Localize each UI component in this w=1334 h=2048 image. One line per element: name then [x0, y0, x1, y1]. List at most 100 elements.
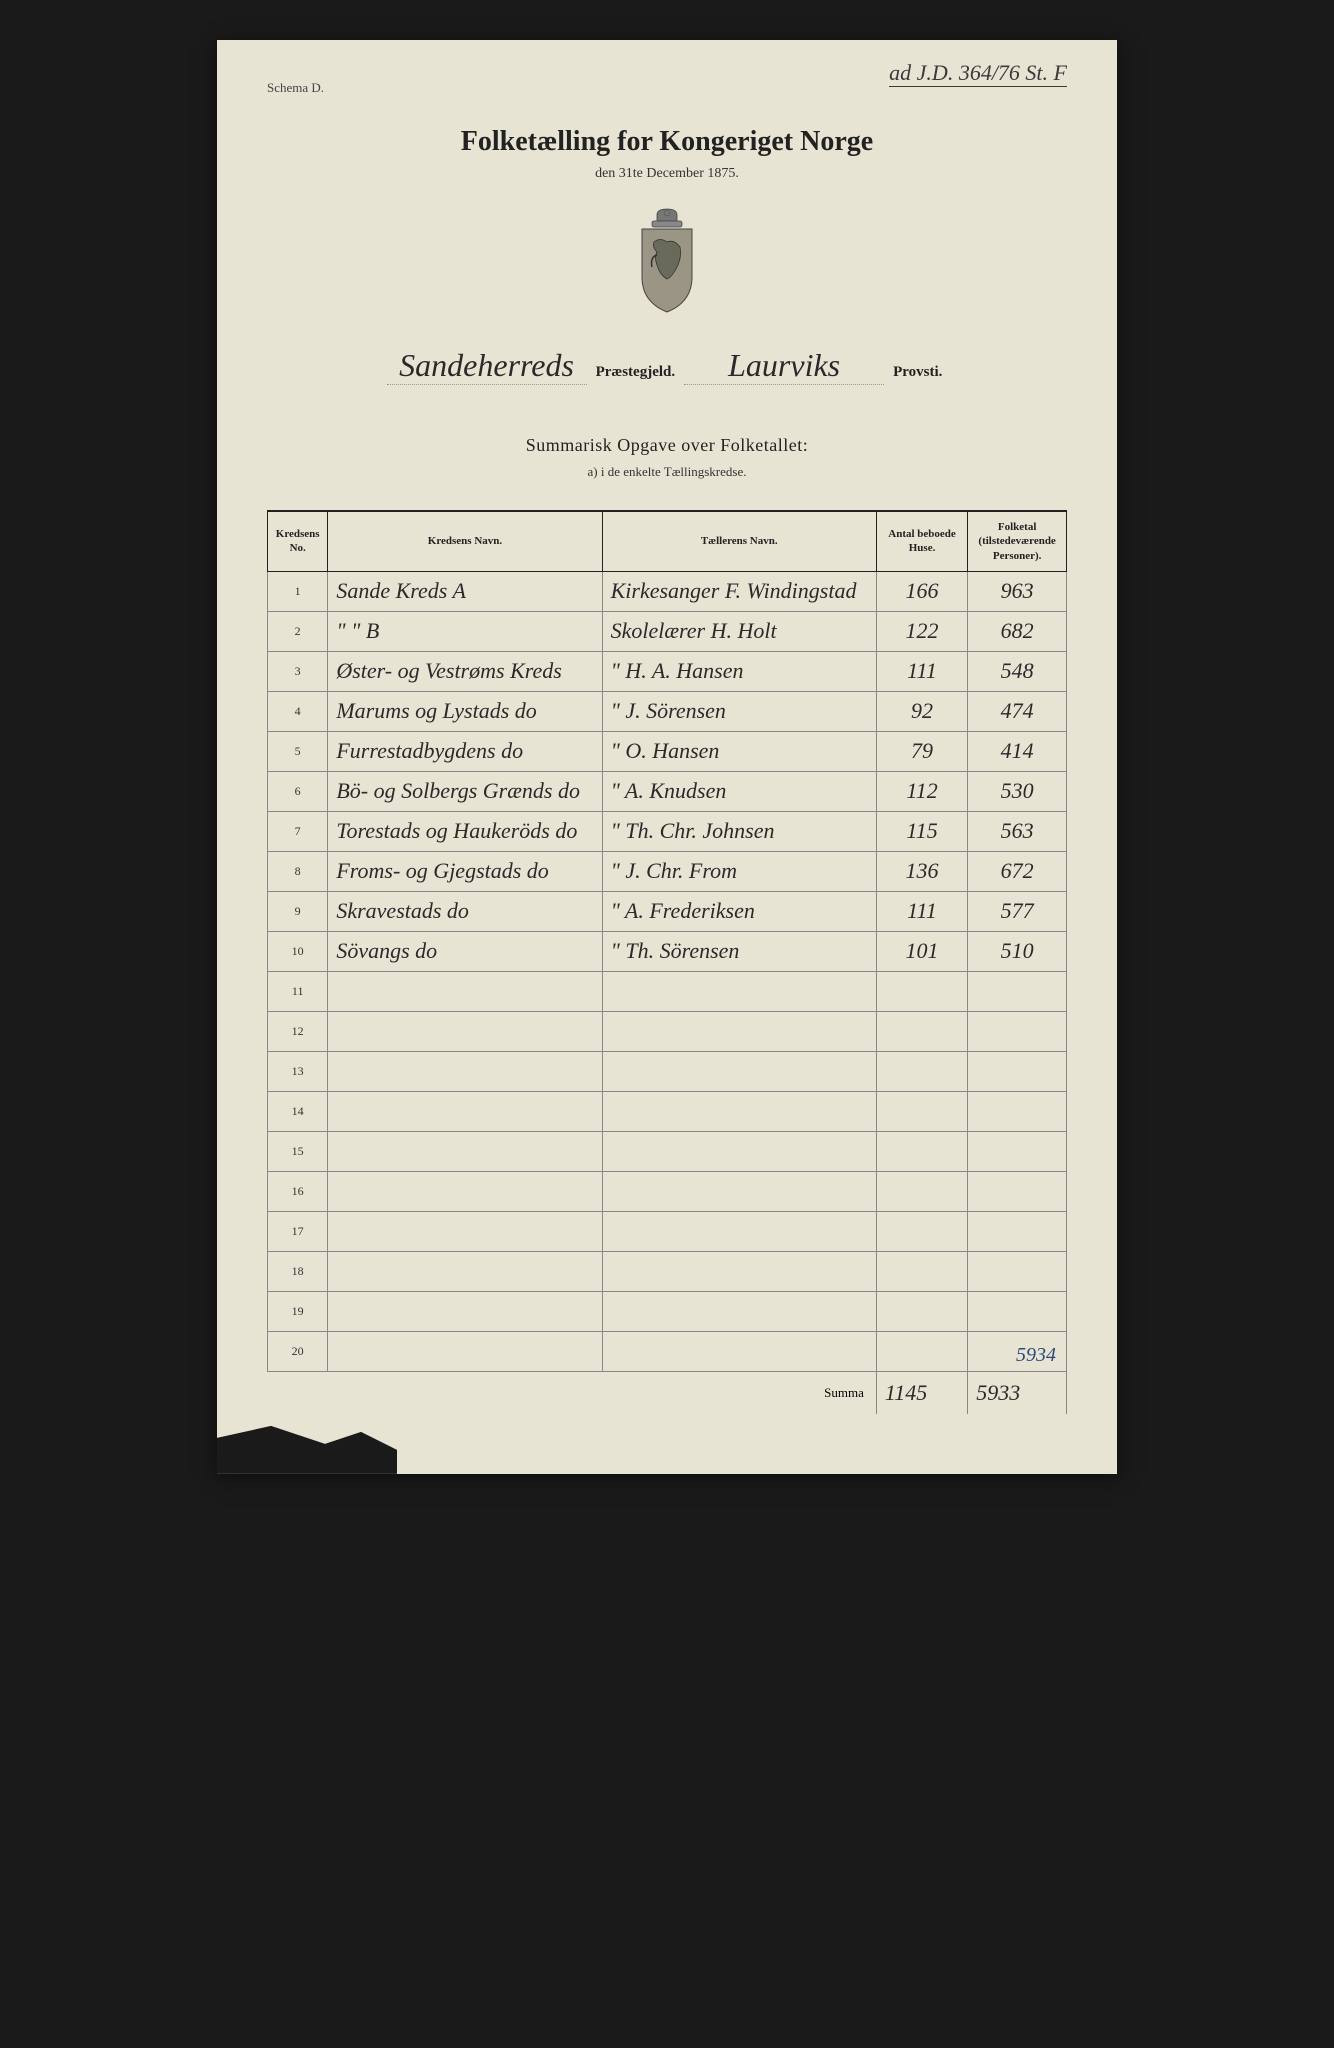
corrected-total: 5934	[1016, 1344, 1056, 1367]
row-teller	[602, 1251, 876, 1291]
row-pop	[968, 1171, 1067, 1211]
row-teller	[602, 1051, 876, 1091]
row-teller: " A. Knudsen	[602, 771, 876, 811]
row-no: 11	[268, 971, 328, 1011]
table-row: 13	[268, 1051, 1067, 1091]
row-houses: 101	[876, 931, 967, 971]
row-no: 15	[268, 1131, 328, 1171]
praestegjeld-value: Sandeherreds	[387, 347, 587, 385]
summary-subtitle: a) i de enkelte Tællingskredse.	[267, 464, 1067, 480]
row-no: 9	[268, 891, 328, 931]
row-name: Skravestads do	[328, 891, 602, 931]
row-no: 18	[268, 1251, 328, 1291]
row-no: 16	[268, 1171, 328, 1211]
row-houses: 136	[876, 851, 967, 891]
row-houses	[876, 1211, 967, 1251]
row-no: 6	[268, 771, 328, 811]
table-row: 1Sande Kreds AKirkesanger F. Windingstad…	[268, 571, 1067, 611]
row-teller: " H. A. Hansen	[602, 651, 876, 691]
row-teller	[602, 971, 876, 1011]
row-no: 8	[268, 851, 328, 891]
row-houses: 92	[876, 691, 967, 731]
row-name: Froms- og Gjegstads do	[328, 851, 602, 891]
row-no: 7	[268, 811, 328, 851]
row-teller: " O. Hansen	[602, 731, 876, 771]
page-subtitle: den 31te December 1875.	[267, 166, 1067, 182]
row-pop: 963	[968, 571, 1067, 611]
row-pop	[968, 1131, 1067, 1171]
table-row: 18	[268, 1251, 1067, 1291]
row-no: 19	[268, 1291, 328, 1331]
row-pop: 548	[968, 651, 1067, 691]
summa-pop: 5934 5933	[968, 1371, 1067, 1414]
table-row: 15	[268, 1131, 1067, 1171]
table-row: 17	[268, 1211, 1067, 1251]
row-pop	[968, 971, 1067, 1011]
table-row: 4Marums og Lystads do" J. Sörensen92474	[268, 691, 1067, 731]
row-name	[328, 1291, 602, 1331]
col-no: Kredsens No.	[268, 511, 328, 571]
census-page: ad J.D. 364/76 St. F Schema D. Folketæll…	[217, 40, 1117, 1474]
coat-of-arms	[267, 207, 1067, 317]
margin-annotation: ad J.D. 364/76 St. F	[889, 60, 1067, 87]
row-houses	[876, 1291, 967, 1331]
col-pop: Folketal (tilstedeværende Personer).	[968, 511, 1067, 571]
row-houses	[876, 971, 967, 1011]
row-houses: 115	[876, 811, 967, 851]
row-pop	[968, 1011, 1067, 1051]
table-row: 11	[268, 971, 1067, 1011]
row-houses	[876, 1331, 967, 1371]
row-teller: Skolelærer H. Holt	[602, 611, 876, 651]
row-name: Sande Kreds A	[328, 571, 602, 611]
row-no: 4	[268, 691, 328, 731]
row-teller	[602, 1171, 876, 1211]
row-name	[328, 1091, 602, 1131]
row-pop: 577	[968, 891, 1067, 931]
col-teller: Tællerens Navn.	[602, 511, 876, 571]
row-name: Furrestadbygdens do	[328, 731, 602, 771]
table-row: 20	[268, 1331, 1067, 1371]
row-houses	[876, 1131, 967, 1171]
row-teller	[602, 1091, 876, 1131]
table-row: 6Bö- og Solbergs Grænds do" A. Knudsen11…	[268, 771, 1067, 811]
parish-line: Sandeherreds Præstegjeld. Laurviks Provs…	[267, 347, 1067, 385]
census-table: Kredsens No. Kredsens Navn. Tællerens Na…	[267, 510, 1067, 1414]
row-teller	[602, 1011, 876, 1051]
row-no: 10	[268, 931, 328, 971]
praestegjeld-label: Præstegjeld.	[596, 364, 676, 380]
row-pop: 682	[968, 611, 1067, 651]
row-no: 5	[268, 731, 328, 771]
table-row: 3Øster- og Vestrøms Kreds" H. A. Hansen1…	[268, 651, 1067, 691]
col-name: Kredsens Navn.	[328, 511, 602, 571]
torn-corner	[217, 1414, 397, 1474]
row-houses: 79	[876, 731, 967, 771]
row-no: 1	[268, 571, 328, 611]
row-houses	[876, 1051, 967, 1091]
row-pop: 414	[968, 731, 1067, 771]
table-row: 19	[268, 1291, 1067, 1331]
table-row: 16	[268, 1171, 1067, 1211]
table-row: 5Furrestadbygdens do" O. Hansen79414	[268, 731, 1067, 771]
row-pop: 474	[968, 691, 1067, 731]
table-row: 14	[268, 1091, 1067, 1131]
crest-icon	[622, 207, 712, 317]
row-pop	[968, 1051, 1067, 1091]
row-no: 12	[268, 1011, 328, 1051]
summary-title: Summarisk Opgave over Folketallet:	[267, 435, 1067, 456]
row-name	[328, 1051, 602, 1091]
row-no: 3	[268, 651, 328, 691]
row-name: Torestads og Haukeröds do	[328, 811, 602, 851]
row-pop: 563	[968, 811, 1067, 851]
row-name: Sövangs do	[328, 931, 602, 971]
row-name: Bö- og Solbergs Grænds do	[328, 771, 602, 811]
row-houses	[876, 1011, 967, 1051]
row-houses: 166	[876, 571, 967, 611]
row-pop	[968, 1211, 1067, 1251]
row-no: 13	[268, 1051, 328, 1091]
row-houses: 111	[876, 891, 967, 931]
row-name	[328, 971, 602, 1011]
row-pop	[968, 1291, 1067, 1331]
row-teller: Kirkesanger F. Windingstad	[602, 571, 876, 611]
row-teller: " Th. Chr. Johnsen	[602, 811, 876, 851]
row-name: " " B	[328, 611, 602, 651]
